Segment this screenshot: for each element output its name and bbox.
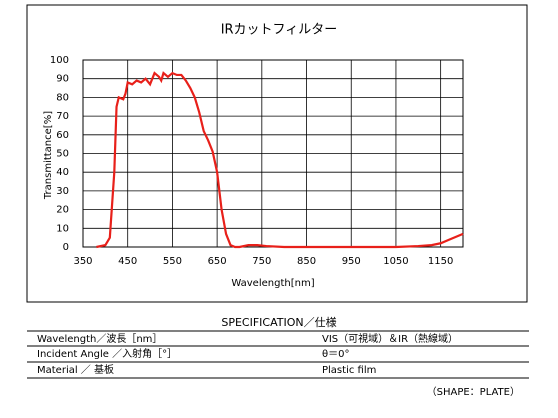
y-tick-label: 90 [56,74,69,85]
y-tick-label: 30 [56,186,69,197]
spec-table: SPECIFICATION／仕様 Wavelength／波長［nm］ VIS（可… [27,315,529,398]
x-tick-label: 950 [342,256,361,267]
x-tick-label: 750 [252,256,271,267]
x-axis-label: Wavelength[nm] [231,278,314,289]
y-tick-label: 20 [56,205,69,216]
chart-frame [26,4,528,303]
table-cell: Plastic film [322,365,376,376]
x-tick-label: 650 [208,256,227,267]
y-tick-label: 10 [56,223,69,234]
x-tick-label: 550 [163,256,182,267]
y-tick-label: 100 [50,55,69,66]
y-tick-label: 80 [56,92,69,103]
x-tick-label: 350 [73,256,92,267]
table-cell: VIS（可視域）＆IR（熱線域） [322,332,458,345]
table-cell: Incident Angle ／入射角［°］ [37,348,177,360]
x-tick-label: 850 [297,256,316,267]
y-tick-label: 40 [56,167,69,178]
table-cell: Wavelength／波長［nm］ [37,332,162,345]
table-title: SPECIFICATION／仕様 [221,315,336,329]
y-tick-label: 60 [56,130,69,141]
x-tick-label: 450 [118,256,137,267]
y-axis-label: Transmittance[%] [43,111,54,200]
chart-title: IRカットフィルター [221,23,338,38]
y-tick-label: 70 [56,111,69,122]
data-line [96,71,464,249]
table-cell: Material ／ 基板 [37,363,114,376]
table-note: （SHAPE：PLATE） [427,386,520,398]
x-tick-label: 1150 [428,256,453,267]
table-cell: θ＝0° [322,349,349,360]
x-tick-label: 1050 [383,256,408,267]
y-tick-label: 0 [63,242,69,253]
y-tick-label: 50 [56,149,69,160]
